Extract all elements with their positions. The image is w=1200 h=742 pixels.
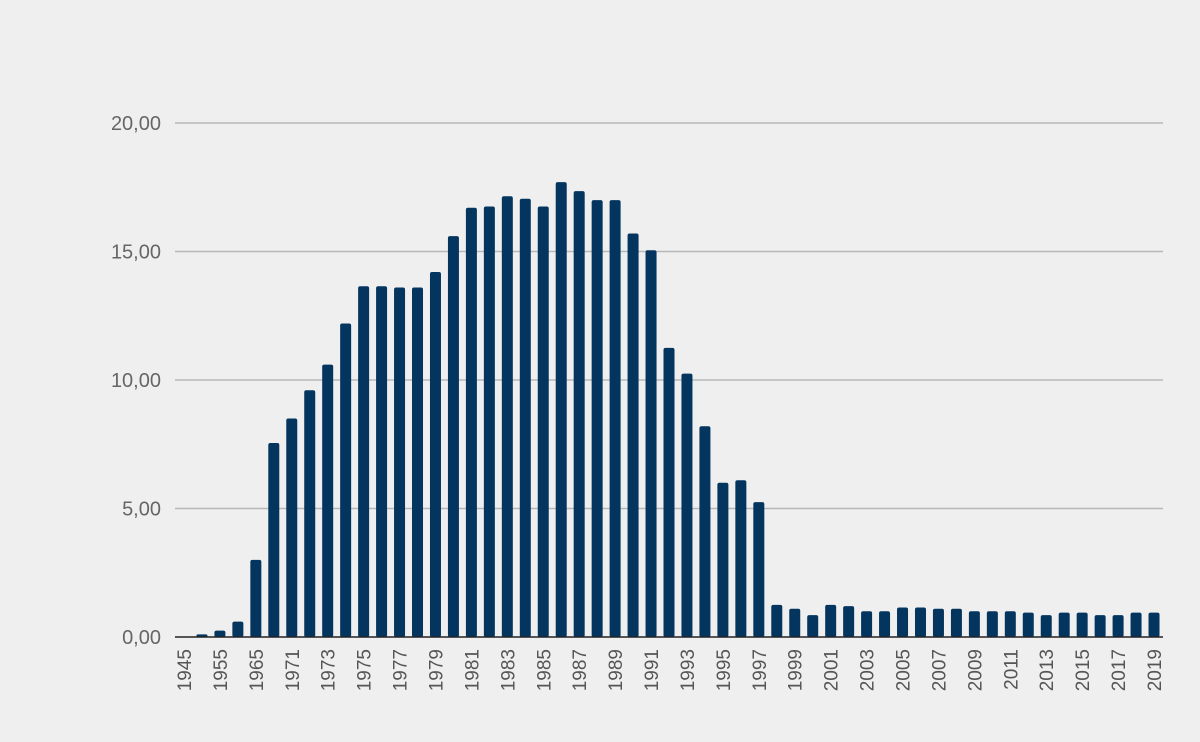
x-tick-label: 1985 bbox=[534, 649, 555, 691]
x-axis-ticks: 1945 1955 1965 1971 1973 1975 1977 1979 1981 1983… bbox=[175, 649, 1166, 691]
x-tick-label: 2003 bbox=[858, 649, 879, 691]
bar-2013 bbox=[1040, 615, 1052, 637]
x-tick-label: 1945 bbox=[175, 649, 196, 691]
x-tick-label: 1981 bbox=[462, 649, 483, 691]
bar-1986 bbox=[555, 182, 567, 638]
bar-1955 bbox=[214, 630, 226, 637]
bar-2000 bbox=[807, 615, 819, 637]
y-axis-ticks: 0,00 5,00 10,00 15,00 20,00 bbox=[111, 113, 161, 649]
x-tick-label: 2015 bbox=[1073, 649, 1094, 691]
x-tick-label: 2005 bbox=[894, 649, 915, 691]
bar-2001 bbox=[825, 604, 837, 638]
bar-2006 bbox=[914, 607, 926, 637]
bar-1984 bbox=[519, 198, 531, 637]
bar-1976 bbox=[376, 286, 388, 637]
bar-1994 bbox=[699, 426, 711, 637]
bar-2003 bbox=[861, 611, 873, 637]
bars bbox=[196, 182, 1160, 638]
bar-2007 bbox=[932, 608, 944, 637]
bar-1993 bbox=[681, 373, 693, 637]
x-tick-label: 1975 bbox=[355, 649, 376, 691]
y-tick-label: 15,00 bbox=[111, 242, 161, 264]
bar-1965 bbox=[250, 559, 262, 637]
x-tick-label: 2007 bbox=[929, 649, 950, 691]
bar-2009 bbox=[968, 611, 980, 637]
bar-1989 bbox=[609, 200, 621, 637]
bar-2014 bbox=[1058, 612, 1070, 637]
y-tick-label: 20,00 bbox=[111, 113, 161, 135]
bar-1972 bbox=[304, 390, 316, 637]
bar-1973 bbox=[322, 364, 334, 637]
bar-1990 bbox=[627, 233, 639, 637]
bar-2005 bbox=[897, 607, 909, 637]
x-tick-label: 1955 bbox=[211, 649, 232, 691]
y-tick-label: 5,00 bbox=[122, 499, 161, 521]
bar-1988 bbox=[591, 200, 603, 637]
bar-2015 bbox=[1076, 612, 1088, 637]
x-tick-label: 1987 bbox=[570, 649, 591, 691]
x-tick-label: 1979 bbox=[426, 649, 447, 691]
bar-1999 bbox=[789, 608, 801, 637]
bar-1983 bbox=[501, 196, 513, 637]
x-tick-label: 1993 bbox=[678, 649, 699, 691]
x-tick-label: 2011 bbox=[1001, 649, 1022, 690]
x-tick-label: 2009 bbox=[965, 649, 986, 691]
bar-1987 bbox=[573, 191, 585, 637]
bar-2012 bbox=[1022, 612, 1034, 637]
bar-1971 bbox=[286, 418, 298, 637]
bar-1996 bbox=[735, 480, 747, 637]
bar-1981 bbox=[465, 207, 477, 637]
x-tick-label: 2001 bbox=[822, 649, 843, 691]
bar-1978 bbox=[412, 287, 424, 637]
bar-1977 bbox=[394, 287, 406, 637]
bar-2008 bbox=[950, 608, 962, 637]
bar-1998 bbox=[771, 604, 783, 638]
bar-2019 bbox=[1148, 612, 1160, 637]
bar-1960 bbox=[232, 621, 244, 637]
bar-1975 bbox=[358, 286, 370, 637]
x-tick-label: 2019 bbox=[1145, 649, 1166, 691]
x-tick-label: 1971 bbox=[283, 649, 304, 691]
y-tick-label: 10,00 bbox=[111, 370, 161, 392]
bar-1980 bbox=[447, 236, 459, 637]
x-tick-label: 1999 bbox=[786, 649, 807, 691]
x-tick-label: 1995 bbox=[714, 649, 735, 691]
bar-2018 bbox=[1130, 612, 1142, 637]
x-tick-label: 1989 bbox=[606, 649, 627, 691]
x-tick-label: 1991 bbox=[642, 649, 663, 691]
x-tick-label: 1997 bbox=[750, 649, 771, 691]
bar-1970 bbox=[268, 442, 280, 637]
bar-2017 bbox=[1112, 615, 1124, 637]
x-tick-label: 2017 bbox=[1109, 649, 1130, 691]
bar-2002 bbox=[843, 606, 855, 637]
x-tick-label: 1973 bbox=[319, 649, 340, 691]
bar-1982 bbox=[483, 206, 495, 637]
bar-1992 bbox=[663, 347, 675, 638]
bar-2016 bbox=[1094, 615, 1106, 637]
bar-1974 bbox=[340, 323, 352, 637]
y-tick-label: 0,00 bbox=[122, 627, 161, 649]
bar-2011 bbox=[1004, 611, 1016, 637]
bar-1995 bbox=[717, 482, 729, 637]
x-tick-label: 2013 bbox=[1037, 649, 1058, 691]
bar-2004 bbox=[879, 611, 891, 637]
x-tick-label: 1965 bbox=[247, 649, 268, 691]
bar-1985 bbox=[537, 206, 549, 637]
x-tick-label: 1983 bbox=[498, 649, 519, 691]
bar-2010 bbox=[986, 611, 998, 637]
x-tick-label: 1977 bbox=[391, 649, 412, 691]
bar-1979 bbox=[429, 272, 441, 637]
bar-1991 bbox=[645, 250, 657, 637]
bar-1997 bbox=[753, 502, 765, 637]
